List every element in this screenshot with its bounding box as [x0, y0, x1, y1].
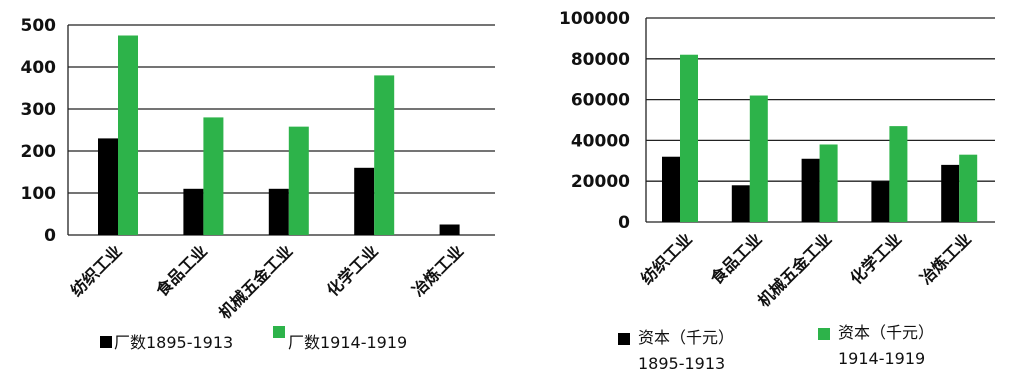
- legend-label: 1895-1913: [638, 354, 725, 373]
- factory-count-chart: 0 100 200 300 400 500 纺织工业 食品工业 机械五金工业 化学工业 冶炼工业厂数…: [21, 16, 495, 352]
- bar: [288, 126, 309, 235]
- legend-swatch: [618, 333, 630, 345]
- bar: [183, 188, 204, 235]
- y-tick-label: 100: [21, 184, 57, 204]
- legend-label: 厂数1914-1919: [288, 333, 407, 352]
- bar: [268, 188, 289, 235]
- category-label: 机械五金工业: [215, 241, 296, 322]
- bar: [801, 158, 820, 222]
- bar: [98, 138, 118, 235]
- y-tick-label: 20000: [571, 172, 630, 192]
- bar: [941, 164, 960, 222]
- bar: [749, 95, 768, 222]
- y-tick-label: 0: [618, 213, 630, 233]
- category-label: 机械五金工业: [754, 229, 835, 310]
- bar: [662, 156, 680, 222]
- bar: [871, 181, 890, 222]
- bar: [819, 144, 838, 222]
- legend-swatch: [273, 326, 285, 338]
- bar: [118, 35, 138, 235]
- y-tick-label: 100000: [559, 9, 630, 29]
- category-label: 化学工业: [846, 229, 905, 288]
- legend-swatch: [100, 336, 112, 348]
- bar: [354, 167, 375, 235]
- legend-label: 资本（千元）: [638, 328, 734, 347]
- legend-label: 厂数1895-1913: [114, 333, 233, 352]
- category-label: 化学工业: [323, 241, 382, 300]
- category-label: 纺织工业: [67, 241, 126, 300]
- y-tick-label: 400: [21, 58, 57, 78]
- category-label: 食品工业: [706, 229, 765, 288]
- y-tick-label: 200: [21, 142, 57, 162]
- bar: [439, 224, 460, 235]
- category-label: 食品工业: [152, 241, 211, 300]
- y-tick-label: 40000: [571, 131, 630, 151]
- bar: [731, 185, 750, 222]
- legend-label: 1914-1919: [838, 349, 925, 368]
- y-tick-label: 0: [44, 226, 56, 246]
- bar: [374, 75, 395, 236]
- y-tick-label: 60000: [571, 91, 630, 111]
- bar: [203, 117, 224, 235]
- category-label: 冶炼工业: [916, 229, 975, 288]
- bar: [889, 126, 908, 222]
- legend-label: 资本（千元）: [838, 323, 934, 342]
- category-label: 冶炼工业: [408, 241, 467, 300]
- bar: [959, 154, 978, 222]
- capital-chart: 0 20000 40000 60000 80000 100000 纺织工业 食品工业机械五金工…: [559, 9, 995, 373]
- category-label: 纺织工业: [637, 229, 696, 288]
- y-tick-label: 500: [21, 16, 57, 36]
- legend-swatch: [818, 328, 830, 340]
- y-tick-label: 300: [21, 100, 57, 120]
- y-tick-label: 80000: [571, 50, 630, 70]
- bar: [680, 54, 698, 222]
